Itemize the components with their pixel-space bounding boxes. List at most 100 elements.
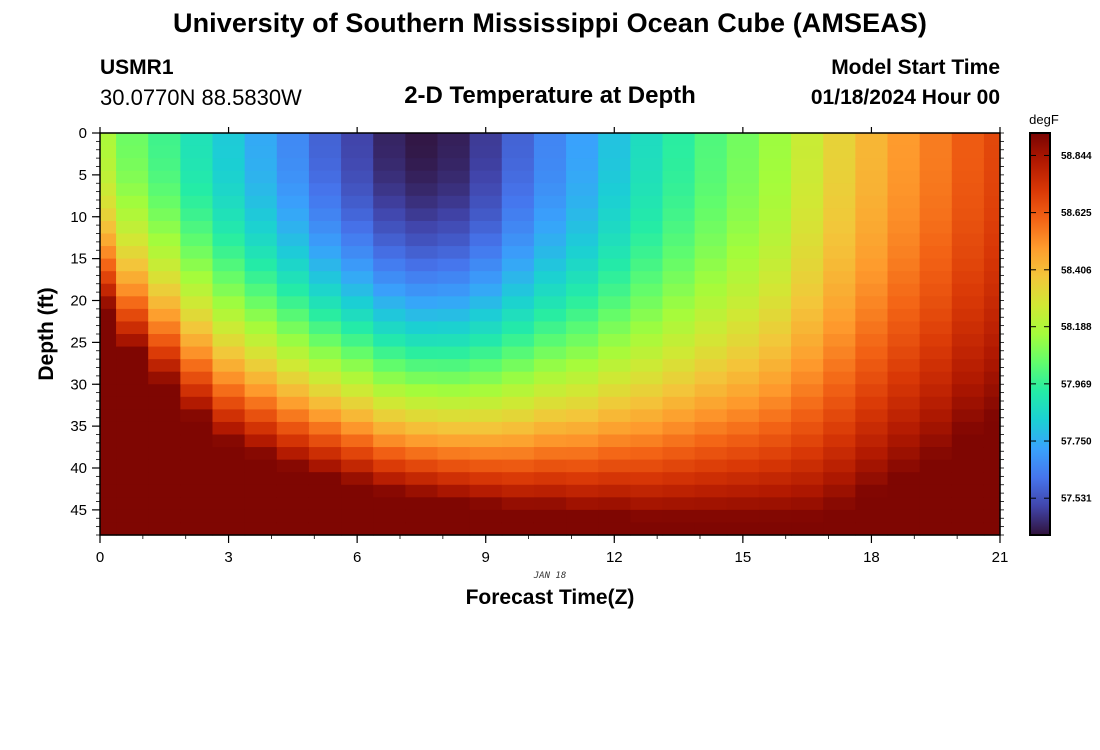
heatmap-cell [598,421,631,436]
heatmap-cell [758,233,792,247]
heatmap-cell [405,384,439,398]
heatmap-cell [887,183,921,197]
heatmap-cell [726,472,760,486]
heatmap-cell [919,459,953,473]
heatmap-cell [630,334,664,348]
heatmap-cell [694,396,728,410]
x-tick-label: 18 [863,549,880,566]
heatmap-cell [341,220,374,235]
heatmap-cell [887,271,921,285]
heatmap-cell [437,296,471,310]
heatmap-cell [791,195,824,209]
heatmap-cell [116,208,149,222]
heatmap-cell [116,396,149,410]
heatmap-cell [437,497,471,511]
heatmap-cell [598,183,631,197]
heatmap-cell [758,321,792,335]
heatmap-cell [694,497,728,511]
heatmap-cell [501,183,535,197]
heatmap-cell [791,133,824,147]
heatmap-cell [951,459,985,473]
heatmap-cell [983,396,1001,410]
colorbar-unit: degF [1029,112,1059,127]
heatmap-cell [212,195,246,209]
heatmap-cell [758,258,792,272]
heatmap-cell [501,321,535,335]
heatmap-cell [244,296,278,310]
heatmap-cell [598,334,631,348]
heatmap-cell [180,170,214,184]
colorbar-tick-label: 58.625 [1061,208,1092,219]
heatmap-cell [855,472,889,486]
heatmap-cell [598,346,631,360]
heatmap-cell [533,158,567,172]
heatmap-cell [180,296,214,310]
heatmap-cell [662,409,696,423]
heatmap-cell [116,195,149,209]
heatmap-cell [308,271,342,285]
heatmap-cell [726,371,760,385]
heatmap-cell [630,384,664,398]
y-tick-label: 35 [70,418,87,435]
heatmap-cell [276,497,310,511]
heatmap-cell [758,421,792,436]
heatmap-cell [791,346,824,360]
heatmap-cell [276,283,310,297]
heatmap-cell [951,409,985,423]
heatmap-cell [855,258,889,272]
heatmap-cell [791,421,824,436]
heatmap-cell [533,233,567,247]
heatmap-cell [437,346,471,360]
heatmap-cell [533,334,567,348]
heatmap-cell [951,296,985,310]
heatmap-cell [726,346,760,360]
heatmap-cell [598,133,631,147]
heatmap-cell [823,133,856,147]
heatmap-cell [791,371,824,385]
heatmap-cell [630,396,664,410]
heatmap-cell [100,472,117,486]
heatmap-cell [694,258,728,272]
heatmap-cell [983,296,1001,310]
heatmap-cell [887,133,921,147]
heatmap-cell [116,371,149,385]
heatmap-cell [533,459,567,473]
heatmap-cell [726,258,760,272]
heatmap-cell [501,145,535,159]
heatmap-cell [244,384,278,398]
heatmap-cell [919,522,953,536]
heatmap-cell [951,158,985,172]
heatmap-cell [116,409,149,423]
heatmap-cell [180,283,214,297]
heatmap-cell [341,133,374,147]
heatmap-cell [308,472,342,486]
heatmap-cell [662,447,696,461]
heatmap-cell [341,308,374,323]
heatmap-cell [662,133,696,147]
heatmap-cell [566,183,599,197]
heatmap-cell [180,497,214,511]
heatmap-cell [212,183,246,197]
heatmap-cell [341,170,374,184]
heatmap-cell [662,258,696,272]
heatmap-cell [212,220,246,235]
heatmap-cell [662,296,696,310]
heatmap-cell [726,522,760,536]
heatmap-cell [244,308,278,323]
colorbar-ticks: 58.844 58.625 58.406 58.188 57.969 57.750 57.5… [1030,151,1092,505]
heatmap-cell [148,434,181,448]
heatmap-cell [566,409,599,423]
heatmap-cell [116,447,149,461]
heatmap-cell [308,447,342,461]
heatmap-cell [373,384,406,398]
heatmap-cell [566,459,599,473]
heatmap-cell [244,271,278,285]
heatmap-cell [694,170,728,184]
heatmap-cell [983,334,1001,348]
heatmap-cell [373,409,406,423]
heatmap-cell [566,296,599,310]
heatmap-cell [501,170,535,184]
heatmap-cell [758,522,792,536]
chart-subtitle: 2-D Temperature at Depth [404,82,696,109]
heatmap-cell [983,484,1001,498]
